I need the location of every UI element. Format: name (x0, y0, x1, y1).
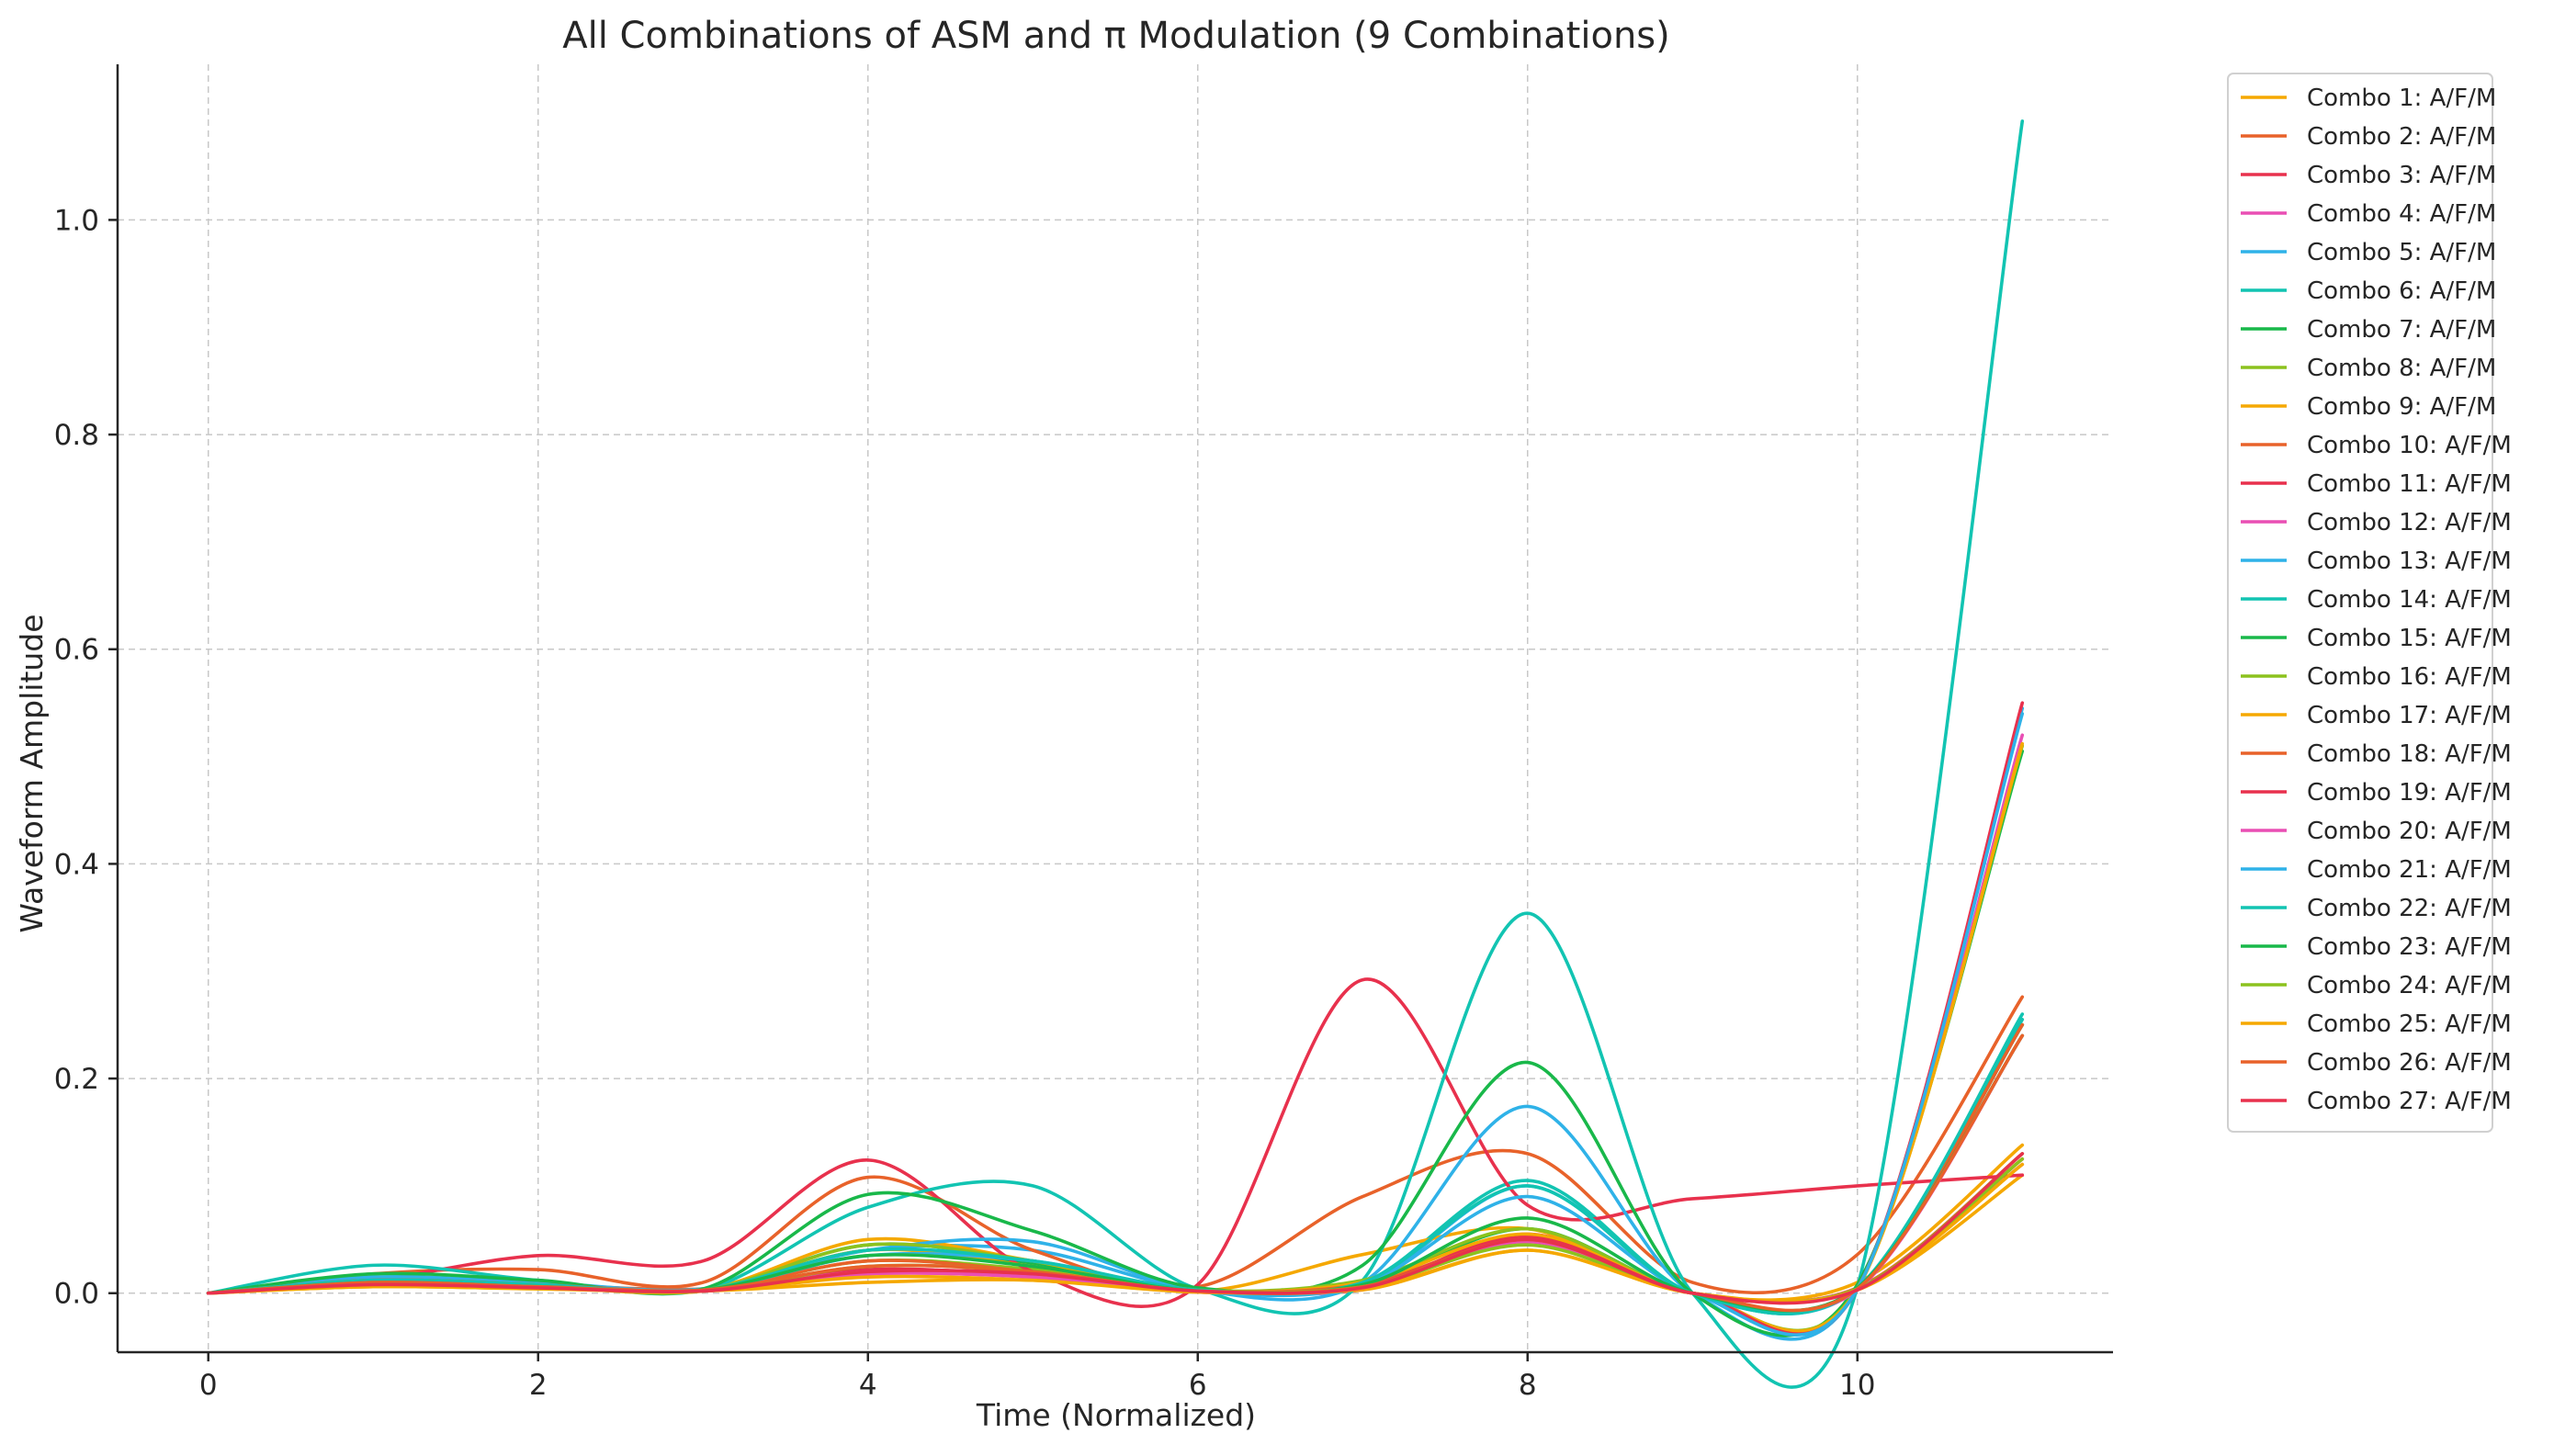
legend-label-25: Combo 25: A/F/M (2307, 1010, 2512, 1038)
y-tick-label-0: 0.0 (54, 1278, 99, 1311)
legend-label-13: Combo 13: A/F/M (2307, 547, 2512, 575)
series-line-19 (206, 701, 2025, 1336)
series-lines (206, 119, 2025, 1389)
legend-label-27: Combo 27: A/F/M (2307, 1088, 2512, 1115)
x-tick-label-0: 0 (199, 1369, 218, 1402)
legend-label-5: Combo 5: A/F/M (2307, 239, 2496, 266)
legend-label-10: Combo 10: A/F/M (2307, 432, 2512, 459)
y-tick-label-5: 1.0 (54, 204, 99, 237)
y-tick-label-3: 0.6 (54, 634, 99, 667)
legend-label-20: Combo 20: A/F/M (2307, 818, 2512, 845)
series-line-27 (206, 1152, 2025, 1305)
legend-label-9: Combo 9: A/F/M (2307, 393, 2496, 421)
series-line-17 (206, 741, 2025, 1333)
legend-label-16: Combo 16: A/F/M (2307, 663, 2512, 691)
series-line-15 (206, 749, 2025, 1337)
legend-label-22: Combo 22: A/F/M (2307, 895, 2512, 922)
legend-label-12: Combo 12: A/F/M (2307, 509, 2512, 536)
chart-title: All Combinations of ASM and π Modulation… (562, 15, 1670, 57)
y-tick-label-4: 0.8 (54, 419, 99, 452)
legend-label-4: Combo 4: A/F/M (2307, 200, 2496, 228)
legend-label-26: Combo 26: A/F/M (2307, 1049, 2512, 1077)
legend-label-15: Combo 15: A/F/M (2307, 625, 2512, 652)
series-line-11 (206, 977, 2025, 1308)
x-tick-label-3: 6 (1189, 1369, 1207, 1402)
x-tick-label-4: 8 (1519, 1369, 1537, 1402)
x-axis-label: Time (Normalized) (976, 1397, 1256, 1433)
legend-label-7: Combo 7: A/F/M (2307, 316, 2496, 344)
series-line-12 (206, 733, 2025, 1334)
axes (116, 64, 2113, 1354)
y-tick-label-1: 0.2 (54, 1063, 99, 1096)
series-line-10 (206, 995, 2025, 1295)
legend-box (2227, 73, 2493, 1133)
x-tick-label-1: 2 (529, 1369, 548, 1402)
series-line-13 (206, 706, 2025, 1341)
series-line-14 (206, 119, 2025, 1389)
legend-label-24: Combo 24: A/F/M (2307, 972, 2512, 999)
legend-label-18: Combo 18: A/F/M (2307, 740, 2512, 768)
grid (118, 64, 2113, 1352)
legend-label-1: Combo 1: A/F/M (2307, 85, 2496, 112)
legend-label-11: Combo 11: A/F/M (2307, 470, 2512, 498)
legend-label-19: Combo 19: A/F/M (2307, 779, 2512, 807)
series-line-16 (206, 744, 2025, 1333)
legend-label-23: Combo 23: A/F/M (2307, 933, 2512, 961)
legend: Combo 1: A/F/M Combo 2: A/F/M Combo 3: A/F… (2227, 73, 2512, 1133)
legend-label-21: Combo 21: A/F/M (2307, 856, 2512, 884)
ticks: 0 2 4 6 8 10 0.0 0.2 0.4 0.6 0.8 1.0 (54, 204, 1876, 1402)
legend-label-3: Combo 3: A/F/M (2307, 162, 2496, 189)
legend-label-8: Combo 8: A/F/M (2307, 355, 2496, 382)
legend-label-2: Combo 2: A/F/M (2307, 123, 2496, 151)
y-tick-label-2: 0.4 (54, 848, 99, 881)
legend-label-6: Combo 6: A/F/M (2307, 277, 2496, 305)
x-tick-label-5: 10 (1839, 1369, 1875, 1402)
legend-label-14: Combo 14: A/F/M (2307, 586, 2512, 614)
series-line-21 (206, 712, 2025, 1337)
legend-label-17: Combo 17: A/F/M (2307, 702, 2512, 729)
y-axis-label: Waveform Amplitude (14, 614, 50, 932)
x-tick-label-2: 4 (859, 1369, 877, 1402)
